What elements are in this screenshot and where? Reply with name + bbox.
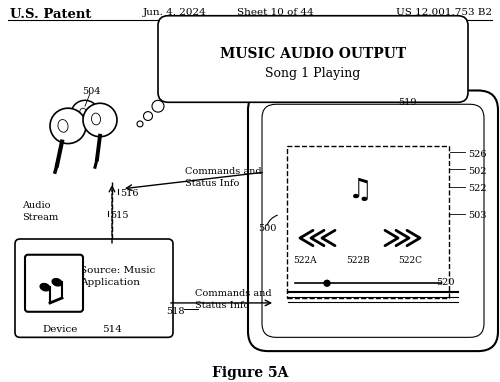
Text: 518: 518 (166, 307, 185, 316)
Text: 514: 514 (102, 325, 122, 333)
Text: ♫: ♫ (348, 176, 372, 204)
FancyBboxPatch shape (15, 239, 173, 337)
Text: 522C: 522C (398, 256, 422, 265)
FancyBboxPatch shape (262, 104, 484, 337)
FancyBboxPatch shape (158, 16, 468, 102)
Text: Commands and
Status Info: Commands and Status Info (195, 289, 272, 310)
Text: U.S. Patent: U.S. Patent (10, 8, 92, 21)
Circle shape (71, 100, 99, 128)
Text: 502: 502 (468, 167, 487, 176)
Text: Audio
Stream: Audio Stream (22, 201, 58, 222)
Ellipse shape (52, 278, 62, 286)
Text: 522A: 522A (293, 256, 317, 265)
Text: MUSIC AUDIO OUTPUT: MUSIC AUDIO OUTPUT (220, 47, 406, 61)
Text: 516: 516 (120, 189, 139, 198)
Text: 504: 504 (82, 87, 100, 96)
Circle shape (324, 280, 330, 286)
Text: 515: 515 (110, 212, 128, 220)
Text: US 12,001,753 B2: US 12,001,753 B2 (396, 8, 492, 17)
FancyBboxPatch shape (25, 255, 83, 312)
Text: 500: 500 (258, 224, 276, 233)
Text: Source: Music
Application: Source: Music Application (80, 265, 155, 287)
Bar (287, 146, 449, 298)
Ellipse shape (40, 283, 50, 291)
Text: Commands and
Status Info: Commands and Status Info (185, 167, 262, 188)
Text: 526: 526 (468, 151, 487, 159)
Text: Sheet 10 of 44: Sheet 10 of 44 (236, 8, 314, 17)
Circle shape (50, 108, 86, 144)
Text: 503: 503 (468, 212, 487, 220)
Text: 522B: 522B (346, 256, 370, 265)
FancyBboxPatch shape (248, 91, 498, 351)
Text: 520: 520 (436, 278, 454, 287)
Text: Figure 5A: Figure 5A (212, 366, 288, 380)
Text: Jun. 4, 2024: Jun. 4, 2024 (143, 8, 207, 17)
Text: Song 1 Playing: Song 1 Playing (266, 67, 360, 80)
Text: Device: Device (42, 325, 78, 333)
Circle shape (83, 103, 117, 137)
Text: 522: 522 (468, 184, 487, 193)
Text: 519: 519 (398, 98, 416, 107)
